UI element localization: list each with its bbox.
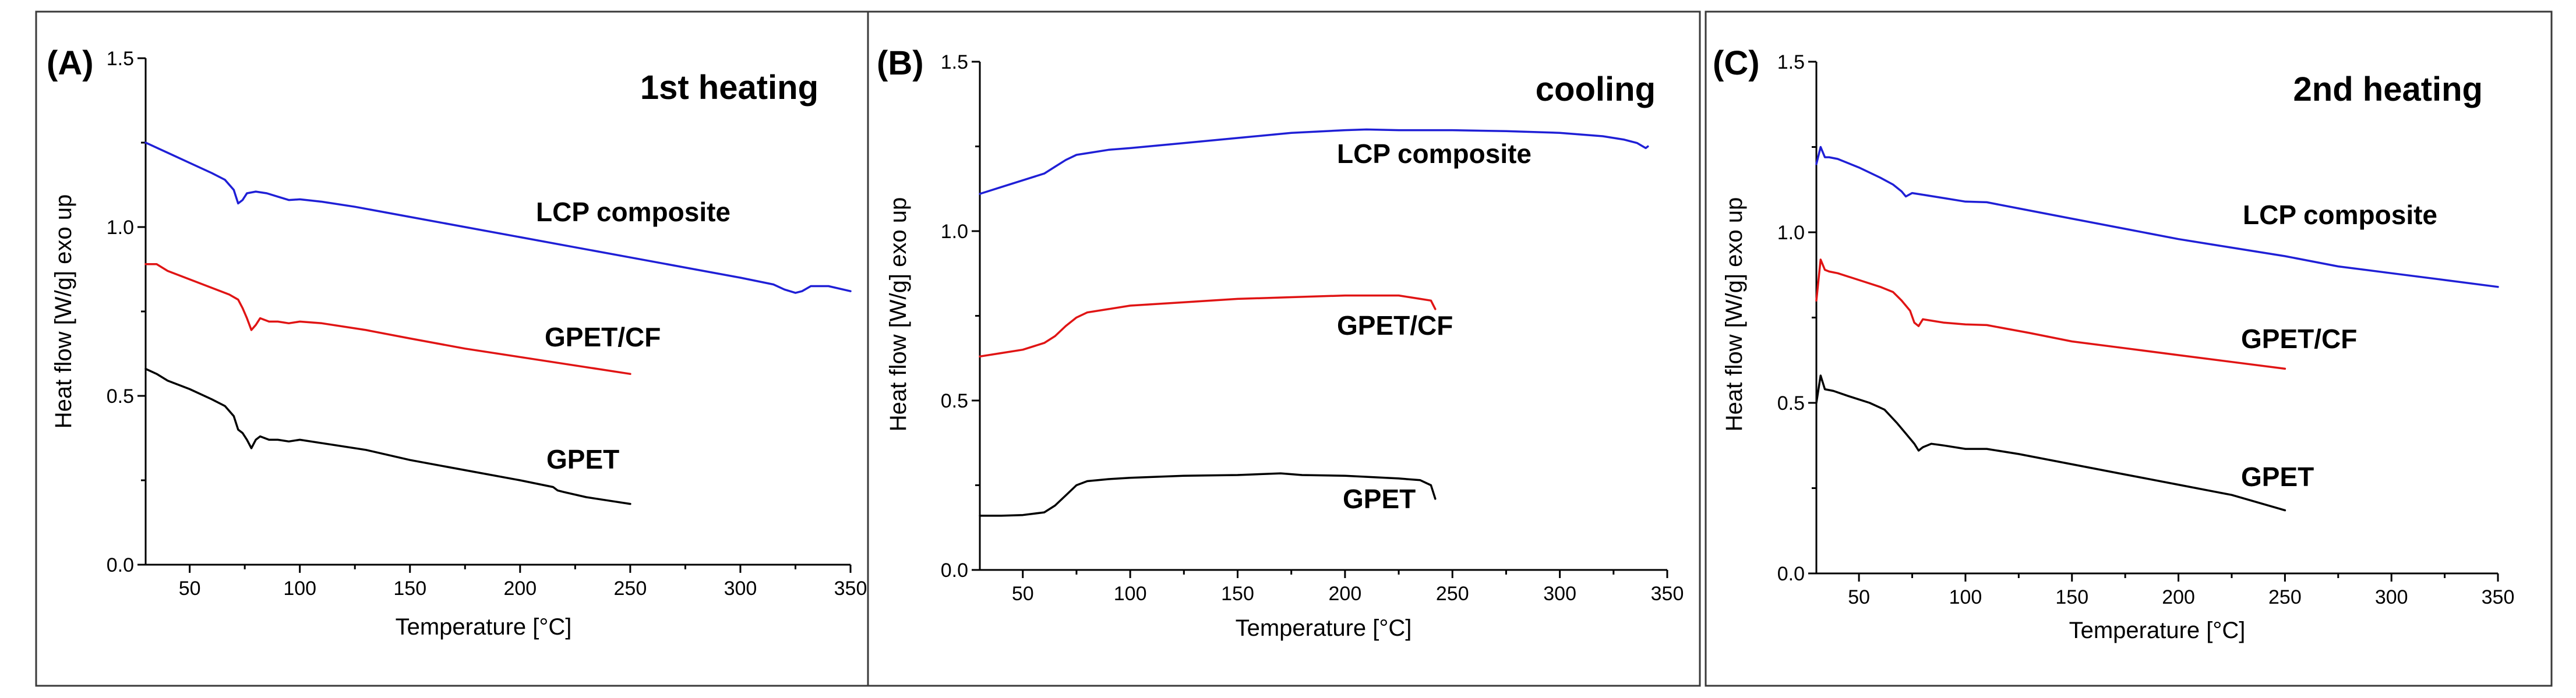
- axes: [144, 58, 851, 566]
- x-axis-label: Temperature [°C]: [1236, 615, 1412, 641]
- y-axis-label: Heat flow [W/g] exo up: [885, 197, 911, 431]
- panel-a: 0.0 0.5 1.0 1.5 50 100 150 200 250 300 350 Temperat…: [35, 10, 869, 687]
- x-tick-label: 300: [1543, 583, 1576, 605]
- panel-b: 0.0 0.5 1.0 1.5 50 100 150 200 250 300 350 Temperat…: [867, 10, 1701, 687]
- x-tick-label: 100: [1114, 583, 1147, 605]
- x-tick-label: 250: [1436, 583, 1469, 605]
- series-label-lcp: LCP composite: [1337, 139, 1532, 169]
- x-tick-label: 50: [1012, 583, 1034, 605]
- panel-letter: (C): [1713, 44, 1760, 82]
- x-tick-label: 350: [1651, 583, 1684, 605]
- series-line-gpetcf: [1815, 258, 2286, 370]
- x-tick-label: 100: [283, 577, 316, 600]
- y-tick-label: 0.5: [1777, 392, 1805, 414]
- x-tick-label: 50: [1848, 586, 1870, 608]
- y-tick-label: 0.5: [941, 390, 968, 412]
- y-tick-label: 0.0: [1777, 563, 1805, 585]
- y-axis-label: Heat flow [W/g] exo up: [51, 194, 76, 428]
- panel-letter: (B): [877, 44, 924, 82]
- x-tick-label: 200: [2162, 586, 2195, 608]
- panel-title: 1st heating: [640, 69, 818, 107]
- series-label-gpetcf: GPET/CF: [1337, 310, 1453, 341]
- series-line-gpet: [979, 472, 1437, 517]
- series-line-gpetcf: [144, 263, 631, 375]
- x-tick-label: 200: [503, 577, 537, 600]
- x-tick-label: 250: [614, 577, 647, 600]
- series-line-gpet: [1815, 374, 2286, 512]
- y-tick-label: 1.5: [1777, 51, 1805, 73]
- x-axis-label: Temperature [°C]: [2069, 618, 2246, 643]
- series-line-gpet: [144, 367, 631, 505]
- series-label-gpet: GPET: [1343, 484, 1416, 514]
- series-label-gpet: GPET: [2241, 462, 2314, 492]
- series-label-gpet: GPET: [546, 444, 619, 474]
- y-tick-label: 0.5: [107, 385, 134, 408]
- y-axis-label: Heat flow [W/g] exo up: [1721, 197, 1747, 431]
- y-tick-label: 1.5: [941, 51, 968, 73]
- series-label-lcp: LCP composite: [536, 197, 731, 227]
- series-label-gpetcf: GPET/CF: [545, 322, 661, 352]
- panel-title: cooling: [1536, 70, 1656, 108]
- x-tick-label: 150: [1221, 583, 1254, 605]
- axes: [1815, 62, 2498, 575]
- series-label-lcp: LCP composite: [2243, 200, 2437, 230]
- x-tick-label: 300: [2375, 586, 2408, 608]
- x-tick-label: 200: [1329, 583, 1362, 605]
- x-tick-label: 250: [2268, 586, 2302, 608]
- series-line-lcp: [979, 128, 1649, 195]
- series-line-lcp: [144, 141, 852, 294]
- panel-frame: [867, 10, 1701, 687]
- panel-letter: (A): [47, 44, 94, 82]
- series-label-gpetcf: GPET/CF: [2241, 324, 2357, 354]
- axes: [979, 62, 1667, 571]
- panel-frame: [1705, 10, 2553, 687]
- series-line-gpetcf: [979, 294, 1437, 358]
- y-tick-label: 1.5: [107, 48, 134, 70]
- panel-c: 0.0 0.5 1.0 1.5 50 100 150 200 250 300 350 Temperat…: [1705, 10, 2553, 687]
- y-tick-label: 1.0: [1777, 222, 1805, 244]
- x-tick-label: 350: [2482, 586, 2515, 608]
- y-tick-label: 0.0: [941, 559, 968, 582]
- x-tick-label: 100: [1949, 586, 1982, 608]
- x-tick-label: 300: [724, 577, 757, 600]
- x-tick-label: 150: [393, 577, 426, 600]
- x-tick-label: 150: [2055, 586, 2088, 608]
- y-tick-label: 0.0: [107, 554, 134, 576]
- x-axis-label: Temperature [°C]: [396, 614, 572, 640]
- x-tick-label: 350: [834, 577, 867, 600]
- x-tick-label: 50: [179, 577, 201, 600]
- y-tick-label: 1.0: [107, 217, 134, 239]
- y-tick-label: 1.0: [941, 221, 968, 243]
- panel-title: 2nd heating: [2293, 70, 2483, 108]
- series-line-lcp: [1815, 146, 2499, 288]
